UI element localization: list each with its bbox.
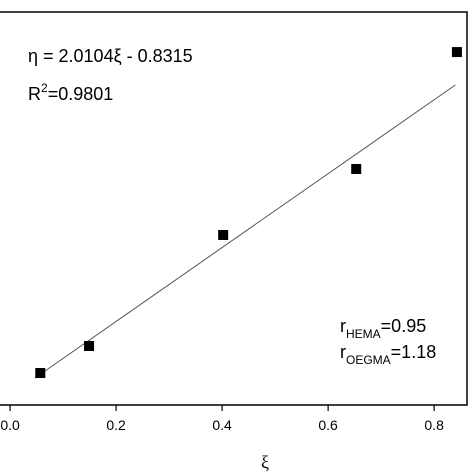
fit-line [34, 84, 456, 379]
x-tick-label: 0.0 [0, 417, 20, 433]
annotation-sub: HEMA [346, 327, 381, 341]
data-point [351, 163, 362, 174]
data-point [218, 229, 229, 240]
annotation: η = 2.0104ξ - 0.8315 [28, 46, 193, 66]
data-point [84, 340, 95, 351]
data-point [35, 368, 46, 379]
annotation-sup: 2 [41, 81, 48, 95]
data-point [451, 47, 462, 58]
annotation: R2=0.9801 [28, 81, 113, 104]
annotation-text: R [28, 84, 41, 104]
annotation-text: r [340, 342, 346, 362]
annotation: rOEGMA=1.18 [340, 342, 436, 367]
annotation-text: r [340, 316, 346, 336]
annotation-rest: =0.95 [381, 316, 427, 336]
x-tick-label: 0.8 [424, 417, 444, 433]
x-tick-label: 0.4 [212, 417, 232, 433]
annotation-text: η = 2.0104ξ - 0.8315 [28, 46, 193, 66]
annotation: rHEMA=0.95 [340, 316, 426, 341]
annotation-rest: =1.18 [391, 342, 437, 362]
x-tick-label: 0.2 [106, 417, 126, 433]
x-axis-label: ξ [261, 452, 269, 472]
plot-frame [0, 11, 468, 406]
x-tick-label: 0.6 [318, 417, 338, 433]
annotation-sub: OEGMA [346, 353, 391, 367]
annotation-rest: =0.9801 [48, 84, 114, 104]
